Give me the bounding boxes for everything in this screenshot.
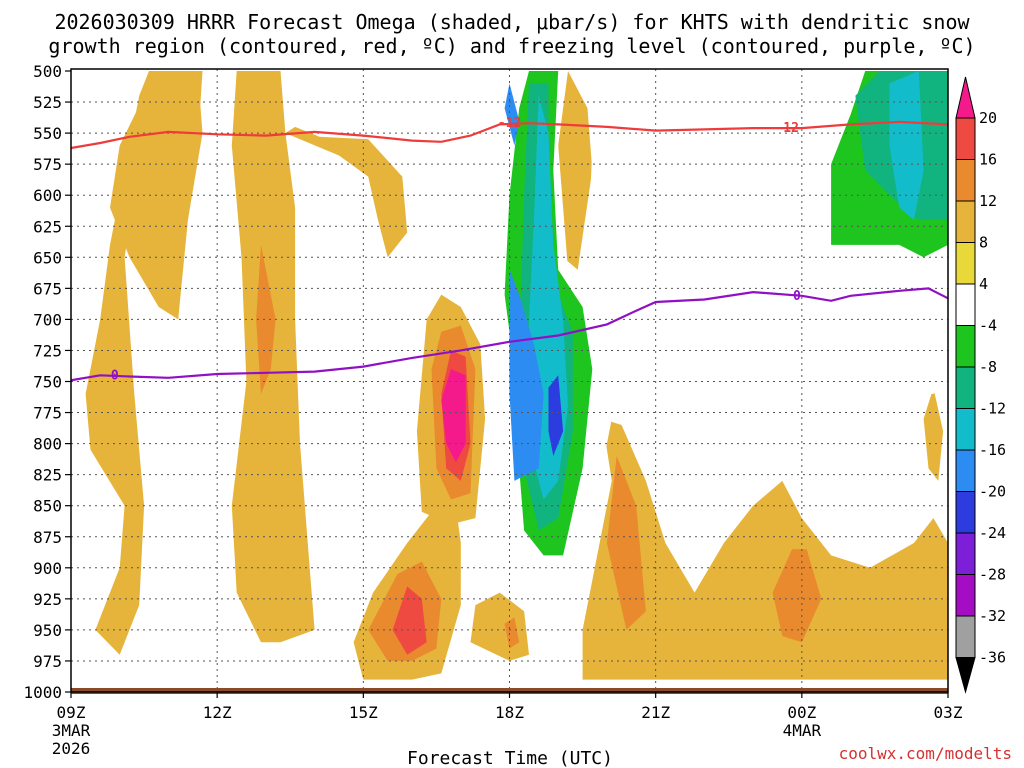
- freezing-contour-line: [71, 287, 948, 382]
- omega-region-29: [504, 83, 520, 146]
- colorbar-box-11: [955, 574, 976, 617]
- colorbar-label-2: 12: [979, 192, 997, 210]
- omega-region-18: [441, 369, 466, 463]
- omega-region-13: [504, 617, 520, 649]
- dgz-contour-line: [71, 120, 948, 150]
- colorbar-box-8: [955, 449, 976, 492]
- colorbar-box-3: [955, 242, 976, 285]
- omega-region-10: [256, 244, 276, 394]
- freezing-contour-label-0: 0: [111, 368, 119, 383]
- y-tick-label-850: 850: [33, 497, 62, 516]
- pressure-axis: 500 525 550 575 600 625 650 675 700 725 750 775 800 8…: [23, 62, 71, 702]
- chart-title-line1: 2026030309 HRRR Forecast Omega (shaded, …: [54, 10, 970, 34]
- colorbar-box-0: [955, 117, 976, 160]
- x-tick-label-18Z: 18Z: [495, 703, 524, 722]
- x-tick-date-00Z: 4MAR: [783, 721, 822, 740]
- dgz-contour-label-0: -12: [498, 116, 521, 131]
- y-tick-label-500: 500: [33, 62, 62, 81]
- y-tick-label-600: 600: [33, 186, 62, 205]
- colorbar-label-1: 16: [979, 151, 997, 169]
- x-tick-label-15Z: 15Z: [349, 703, 378, 722]
- y-tick-label-800: 800: [33, 435, 62, 454]
- x-axis-label: Forecast Time (UTC): [407, 748, 613, 768]
- omega-region-30: [548, 375, 564, 456]
- x-tick-label-12Z: 12Z: [203, 703, 232, 722]
- colorbar-label-10: -24: [979, 524, 1006, 542]
- colorbar-top-arrow: [955, 76, 976, 119]
- colorbar-box-4: [955, 283, 976, 326]
- colorbar: 20 16 12 8 4 -4 -8 -12 -16 -20 -24 -28 -32 -36: [955, 76, 1006, 694]
- y-tick-label-875: 875: [33, 528, 62, 547]
- omega-region-27: [889, 71, 924, 220]
- y-tick-label-725: 725: [33, 341, 62, 360]
- terrain-strip: [71, 688, 948, 694]
- colorbar-label-4: 4: [979, 275, 988, 293]
- grid-layer: [71, 69, 948, 692]
- colorbar-box-9: [955, 491, 976, 534]
- y-tick-label-575: 575: [33, 155, 62, 174]
- freezing-contour-label-1: 0: [793, 289, 801, 304]
- omega-region-8: [558, 71, 593, 270]
- colorbar-label-12: -32: [979, 607, 1006, 625]
- watermark: coolwx.com/modelts: [839, 744, 1012, 763]
- omega-region-20: [714, 412, 739, 469]
- colorbar-box-1: [955, 159, 976, 202]
- x-tick-date-09Z: 3MAR: [52, 721, 91, 740]
- omega-region-15: [772, 549, 822, 643]
- omega-region-2: [231, 71, 315, 643]
- x-tick-label-21Z: 21Z: [641, 703, 670, 722]
- colorbar-box-7: [955, 408, 976, 451]
- colorbar-label-5: -4: [979, 317, 997, 335]
- colorbar-box-5: [955, 325, 976, 368]
- colorbar-box-12: [955, 615, 976, 658]
- contour-layer: -12 -12 0 0: [71, 116, 948, 383]
- colorbar-box-6: [955, 366, 976, 409]
- omega-region-14: [606, 456, 646, 630]
- y-tick-label-675: 675: [33, 279, 62, 298]
- colorbar-box-2: [955, 200, 976, 243]
- colorbar-label-11: -28: [979, 566, 1006, 584]
- chart-title-line2: growth region (contoured, red, ºC) and f…: [48, 34, 975, 58]
- colorbar-label-7: -12: [979, 400, 1006, 418]
- omega-region-28: [509, 269, 544, 481]
- omega-region-9: [923, 387, 944, 481]
- colorbar-label-8: -16: [979, 441, 1006, 459]
- colorbar-label-6: -8: [979, 358, 997, 376]
- y-tick-label-775: 775: [33, 404, 62, 423]
- y-tick-label-975: 975: [33, 652, 62, 671]
- y-tick-label-625: 625: [33, 217, 62, 236]
- y-tick-label-550: 550: [33, 124, 62, 143]
- colorbar-label-13: -36: [979, 649, 1006, 667]
- x-tick-label-09Z: 09Z: [57, 703, 86, 722]
- y-tick-label-950: 950: [33, 621, 62, 640]
- y-tick-label-825: 825: [33, 466, 62, 485]
- colorbar-label-9: -20: [979, 483, 1006, 501]
- colorbar-label-3: 8: [979, 234, 988, 252]
- omega-region-16: [392, 586, 427, 655]
- y-tick-label-750: 750: [33, 373, 62, 392]
- colorbar-box-10: [955, 532, 976, 575]
- dgz-contour-label-1: -12: [775, 121, 798, 136]
- x-tick-year-09Z: 2026: [52, 739, 91, 758]
- y-tick-label-900: 900: [33, 559, 62, 578]
- x-tick-label-00Z: 00Z: [787, 703, 816, 722]
- x-tick-label-03Z: 03Z: [934, 703, 963, 722]
- y-tick-label-925: 925: [33, 590, 62, 609]
- y-tick-label-525: 525: [33, 93, 62, 112]
- y-tick-label-1000: 1000: [23, 683, 62, 702]
- omega-region-3: [285, 126, 408, 258]
- terrain-strip-fill: [71, 688, 948, 694]
- y-tick-label-700: 700: [33, 310, 62, 329]
- omega-region-7: [582, 418, 948, 680]
- colorbar-bottom-arrow: [955, 657, 976, 694]
- colorbar-label-0: 20: [979, 109, 997, 127]
- y-tick-label-650: 650: [33, 248, 62, 267]
